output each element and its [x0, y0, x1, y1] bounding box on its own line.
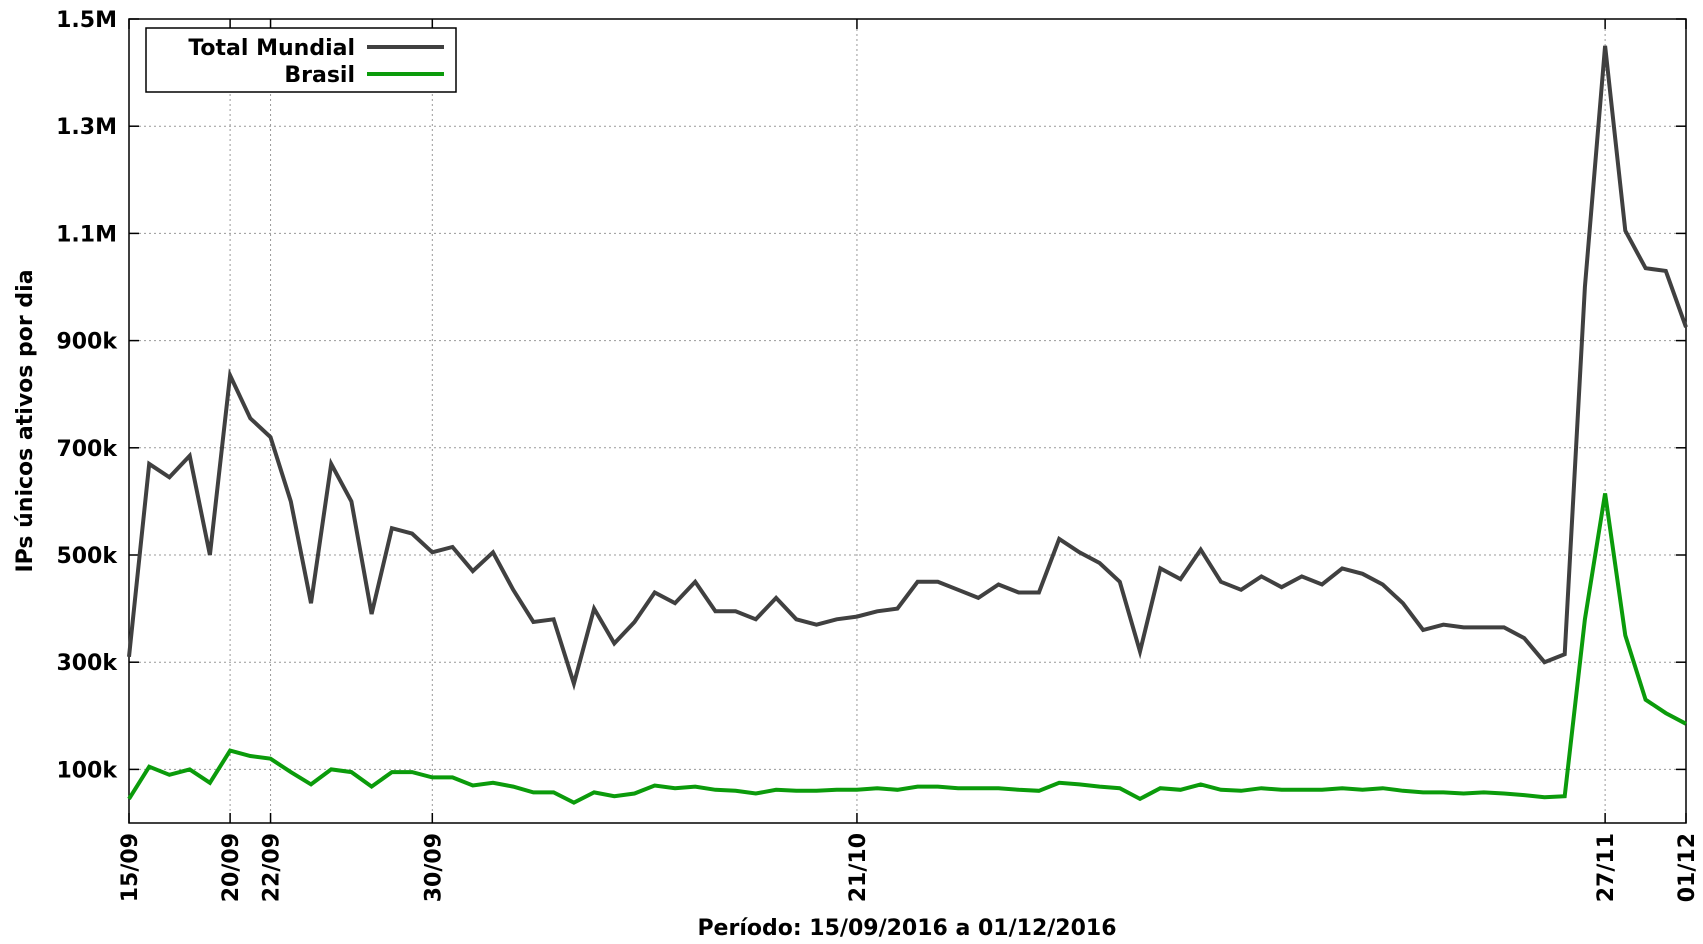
x-axis: 15/09 20/09 22/09 30/09 21/10 27/11 01/12: [118, 19, 1700, 902]
x-tick-label: 30/09: [421, 833, 446, 902]
legend-box: [145, 27, 457, 93]
series-group: [127, 45, 1688, 805]
x-tick-label: 20/09: [219, 833, 244, 902]
y-axis: 100k 300k 500k 700k 900k 1.1M 1.3M 1.5M: [56, 8, 1686, 783]
y-tick-label: 1.1M: [56, 222, 117, 247]
plot-frame: [128, 18, 1687, 824]
grid: [128, 18, 1687, 823]
legend-label-total-mundial: Total Mundial: [188, 36, 355, 61]
y-tick-label: 100k: [56, 758, 118, 783]
y-tick-label: 700k: [56, 437, 118, 462]
y-tick-label: 300k: [56, 651, 118, 676]
legend-label-brasil: Brasil: [284, 63, 355, 88]
x-tick-label: 27/11: [1594, 833, 1619, 902]
x-tick-label: 21/10: [846, 833, 871, 902]
y-tick-label: 500k: [56, 544, 118, 569]
x-tick-label: 01/12: [1675, 833, 1700, 902]
series-line-total-mundial: [127, 45, 1688, 691]
x-tick-label: 22/09: [260, 833, 285, 902]
y-tick-label: 1.3M: [56, 115, 117, 140]
y-axis-title: IPs únicos ativos por dia: [13, 269, 38, 572]
x-tick-label: 15/09: [118, 833, 143, 902]
y-tick-label: 900k: [56, 330, 118, 355]
series-line-brasil: [127, 493, 1687, 805]
y-tick-label: 1.5M: [56, 8, 117, 33]
x-axis-title: Período: 15/09/2016 a 01/12/2016: [697, 916, 1116, 941]
legend: Total Mundial Brasil: [145, 27, 457, 93]
